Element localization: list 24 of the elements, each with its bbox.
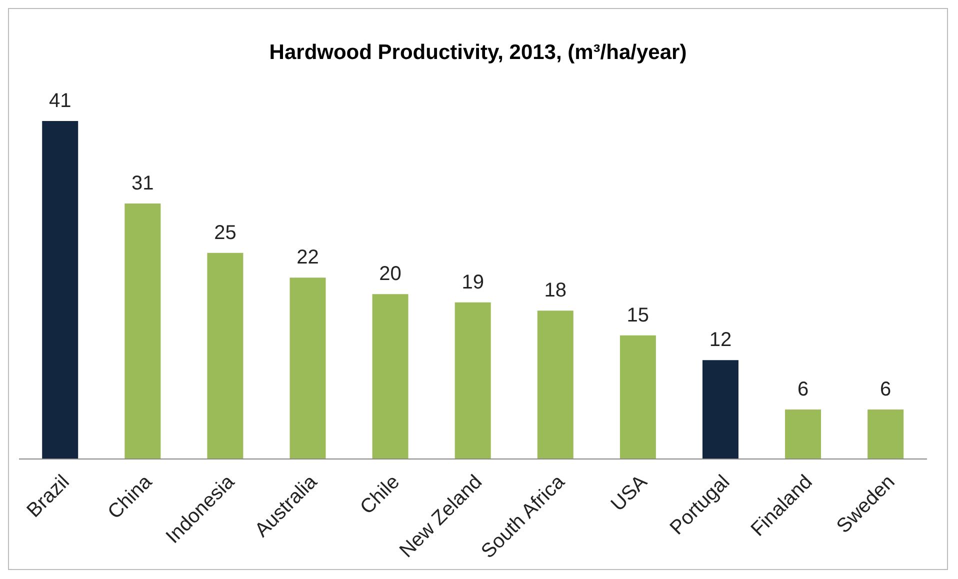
data-label: 31 xyxy=(132,172,154,194)
bar xyxy=(290,278,326,459)
bar xyxy=(207,252,244,459)
data-label: 12 xyxy=(709,329,732,352)
bar xyxy=(124,203,161,459)
data-label: 6 xyxy=(797,378,809,401)
data-label: 6 xyxy=(880,378,892,401)
bar xyxy=(702,360,738,459)
x-tick-label: USA xyxy=(607,470,652,516)
data-label: 18 xyxy=(544,280,567,302)
bar xyxy=(42,121,78,459)
bar xyxy=(868,410,904,459)
bar xyxy=(372,294,408,459)
chart-title: Hardwood Productivity, 2013, (m³/ha/year) xyxy=(268,40,688,66)
data-label: 15 xyxy=(626,304,650,326)
bar xyxy=(537,310,574,459)
data-label: 25 xyxy=(214,222,236,244)
data-label: 20 xyxy=(379,263,402,286)
bar xyxy=(785,410,822,459)
data-label: 41 xyxy=(48,90,72,112)
data-label: 22 xyxy=(296,246,319,269)
bar xyxy=(620,335,656,459)
data-label: 19 xyxy=(462,271,484,294)
bar xyxy=(454,302,491,459)
